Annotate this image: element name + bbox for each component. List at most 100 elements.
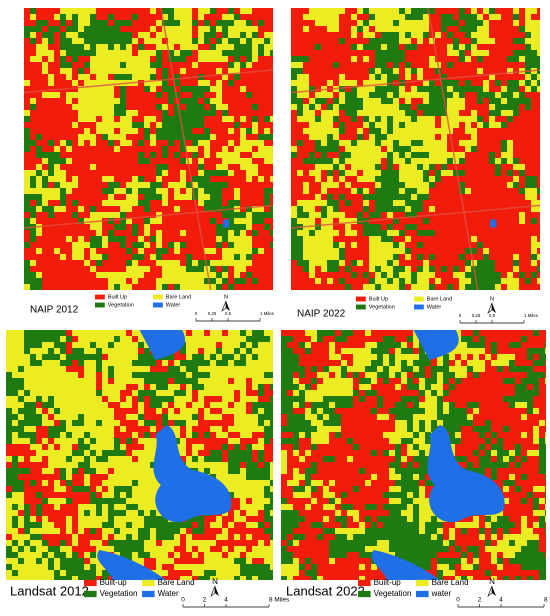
land-cover-cell — [333, 32, 339, 38]
land-cover-cell — [126, 396, 132, 402]
land-cover-cell — [144, 390, 150, 396]
land-cover-cell — [309, 170, 315, 176]
land-cover-cell — [321, 62, 327, 68]
land-cover-cell — [42, 462, 48, 468]
land-cover-cell — [339, 194, 345, 200]
land-cover-cell — [381, 62, 387, 68]
land-cover-cell — [114, 86, 120, 92]
land-cover-cell — [240, 456, 246, 462]
land-cover-cell — [114, 44, 120, 50]
land-cover-cell — [198, 330, 204, 336]
land-cover-cell — [186, 384, 192, 390]
land-cover-cell — [423, 278, 429, 284]
land-cover-cell — [246, 444, 252, 450]
legend-label: Built Up — [108, 294, 127, 300]
land-cover-cell — [192, 266, 198, 272]
land-cover-cell — [54, 56, 60, 62]
land-cover-cell — [72, 62, 78, 68]
land-cover-cell — [108, 38, 114, 44]
land-cover-cell — [96, 438, 102, 444]
land-cover-cell — [102, 260, 108, 266]
land-cover-cell — [291, 278, 297, 284]
land-cover-cell — [210, 86, 216, 92]
land-cover-cell — [411, 170, 417, 176]
land-cover-cell — [90, 272, 96, 278]
land-cover-cell — [42, 390, 48, 396]
land-cover-cell — [399, 152, 405, 158]
land-cover-cell — [168, 20, 174, 26]
land-cover-cell — [174, 284, 180, 290]
land-cover-cell — [357, 260, 363, 266]
land-cover-cell — [132, 74, 138, 80]
land-cover-cell — [210, 432, 216, 438]
land-cover-cell — [186, 44, 192, 50]
land-cover-cell — [351, 140, 357, 146]
land-cover-cell — [291, 62, 297, 68]
land-cover-cell — [150, 450, 156, 456]
land-cover-cell — [162, 378, 168, 384]
land-cover-cell — [429, 260, 435, 266]
land-cover-cell — [471, 50, 477, 56]
land-cover-cell — [423, 152, 429, 158]
land-cover-cell — [483, 62, 489, 68]
land-cover-cell — [537, 128, 540, 134]
land-cover-cell — [270, 122, 273, 128]
land-cover-cell — [501, 116, 507, 122]
land-cover-cell — [258, 128, 264, 134]
land-cover-cell — [519, 104, 525, 110]
land-cover-cell — [264, 38, 270, 44]
land-cover-cell — [114, 266, 120, 272]
land-cover-cell — [108, 266, 114, 272]
land-cover-cell — [78, 188, 84, 194]
land-cover-cell — [78, 354, 84, 360]
land-cover-cell — [291, 32, 297, 38]
land-cover-cell — [381, 98, 387, 104]
land-cover-cell — [228, 50, 234, 56]
land-cover-cell — [144, 176, 150, 182]
land-cover-cell — [204, 218, 210, 224]
land-cover-cell — [429, 170, 435, 176]
land-cover-cell — [216, 456, 222, 462]
land-cover-cell — [303, 272, 309, 278]
land-cover-cell — [228, 342, 234, 348]
land-cover-cell — [471, 230, 477, 236]
land-cover-cell — [180, 426, 186, 432]
land-cover-cell — [198, 116, 204, 122]
land-cover-cell — [84, 426, 90, 432]
land-cover-cell — [471, 32, 477, 38]
land-cover-cell — [126, 68, 132, 74]
land-cover-cell — [423, 32, 429, 38]
land-cover-cell — [519, 266, 525, 272]
land-cover-cell — [453, 128, 459, 134]
land-cover-cell — [192, 242, 198, 248]
land-cover-cell — [375, 212, 381, 218]
land-cover-cell — [453, 86, 459, 92]
land-cover-cell — [204, 342, 210, 348]
land-cover-cell — [531, 62, 537, 68]
land-cover-cell — [174, 272, 180, 278]
land-cover-cell — [114, 134, 120, 140]
land-cover-cell — [198, 200, 204, 206]
land-cover-cell — [309, 152, 315, 158]
land-cover-cell — [72, 396, 78, 402]
land-cover-cell — [489, 140, 495, 146]
land-cover-cell — [375, 86, 381, 92]
land-cover-cell — [186, 230, 192, 236]
land-cover-cell — [198, 50, 204, 56]
land-cover-cell — [108, 50, 114, 56]
land-cover-cell — [54, 140, 60, 146]
land-cover-cell — [198, 384, 204, 390]
land-cover-cell — [381, 74, 387, 80]
land-cover-cell — [222, 68, 228, 74]
land-cover-cell — [210, 402, 216, 408]
land-cover-cell — [315, 260, 321, 266]
land-cover-cell — [525, 122, 531, 128]
land-cover-cell — [30, 248, 36, 254]
land-cover-cell — [24, 128, 30, 134]
land-cover-cell — [54, 336, 60, 342]
land-cover-cell — [441, 218, 447, 224]
land-cover-cell — [441, 14, 447, 20]
land-cover-cell — [156, 194, 162, 200]
land-cover-cell — [264, 384, 270, 390]
land-cover-cell — [258, 432, 264, 438]
